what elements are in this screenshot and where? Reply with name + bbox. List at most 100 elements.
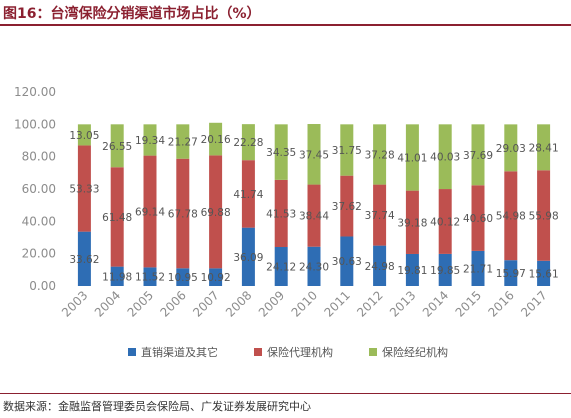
data-label: 10.95 xyxy=(168,272,198,284)
bar-agency-2006 xyxy=(176,158,190,269)
bar-agency-2005 xyxy=(143,155,157,268)
data-label: 20.16 xyxy=(201,134,231,146)
data-label: 30.63 xyxy=(332,256,362,268)
legend-broker-swatch xyxy=(369,348,377,356)
y-tick-label: 100.00 xyxy=(14,117,56,131)
x-tick-label: 2008 xyxy=(223,288,254,319)
y-axis: 0.00 20.00 40.00 60.00 80.00 100.00 120.00 xyxy=(14,85,56,293)
bar-direct-2005 xyxy=(143,267,157,286)
data-label: 37.69 xyxy=(463,150,493,162)
bar-agency-2013 xyxy=(405,190,419,254)
bar-direct-2003 xyxy=(77,231,91,286)
bar-agency-2010 xyxy=(307,184,321,247)
bar-agency-2011 xyxy=(340,175,354,237)
x-tick-label: 2003 xyxy=(59,288,90,319)
x-axis: 2003 2004 2005 2006 2007 2008 2009 2010 2011 2012… xyxy=(59,288,550,319)
bar-marks xyxy=(77,122,551,286)
data-label: 22.28 xyxy=(233,137,263,149)
bar-agency-2014 xyxy=(438,189,452,254)
bar-broker-2014 xyxy=(438,124,452,190)
data-label: 69.14 xyxy=(135,206,165,218)
x-tick-label: 2005 xyxy=(125,288,156,319)
data-label: 21.27 xyxy=(168,137,198,149)
bar-broker-2009 xyxy=(274,124,288,180)
data-label: 40.12 xyxy=(430,216,460,228)
data-label: 15.61 xyxy=(529,268,559,280)
data-label: 39.18 xyxy=(397,217,427,229)
source-note: 数据来源：金融监督管理委员会保险局、广发证券发展研究中心 xyxy=(3,400,311,413)
legend-agency-swatch xyxy=(254,348,262,356)
bar-agency-2003 xyxy=(77,145,91,232)
bar-broker-2006 xyxy=(176,124,190,159)
data-label: 53.33 xyxy=(69,184,99,196)
data-label: 37.74 xyxy=(365,210,395,222)
data-label: 41.53 xyxy=(266,208,296,220)
legend-direct-label: 直销渠道及其它 xyxy=(141,345,218,359)
data-label: 38.44 xyxy=(299,211,329,223)
y-tick-label: 20.00 xyxy=(22,247,56,261)
bar-direct-2004 xyxy=(110,266,124,286)
data-label: 54.98 xyxy=(496,211,526,223)
bar-agency-2012 xyxy=(373,184,387,246)
x-tick-label: 2015 xyxy=(453,288,484,319)
bar-broker-2003 xyxy=(77,124,91,146)
x-tick-label: 2009 xyxy=(256,288,287,319)
data-label: 55.98 xyxy=(529,211,559,223)
data-label: 41.01 xyxy=(397,152,427,164)
bar-broker-2013 xyxy=(405,124,419,191)
x-tick-label: 2004 xyxy=(92,288,123,319)
x-tick-label: 2017 xyxy=(518,288,549,319)
data-label: 40.60 xyxy=(463,213,493,225)
data-label: 37.45 xyxy=(299,149,329,161)
y-tick-label: 0.00 xyxy=(29,279,56,293)
bar-broker-2005 xyxy=(143,124,157,156)
data-label: 24.30 xyxy=(299,261,329,273)
bar-direct-2008 xyxy=(241,227,255,286)
bar-direct-2006 xyxy=(176,268,190,286)
y-tick-label: 40.00 xyxy=(22,214,56,228)
legend-direct-swatch xyxy=(128,348,136,356)
bar-direct-2009 xyxy=(274,247,288,286)
bar-broker-2004 xyxy=(110,124,124,168)
data-label: 10.92 xyxy=(201,272,231,284)
bar-agency-2004 xyxy=(110,167,124,267)
data-label: 26.55 xyxy=(102,141,132,153)
data-label: 28.41 xyxy=(529,142,559,154)
data-label: 21.71 xyxy=(463,263,493,275)
x-tick-label: 2014 xyxy=(420,288,451,319)
data-labels: 33.62 53.33 13.05 11.98 61.48 26.55 11.52 69.14… xyxy=(69,130,558,284)
data-label: 33.62 xyxy=(69,254,99,266)
data-label: 19.81 xyxy=(397,265,427,277)
bar-agency-2015 xyxy=(471,185,485,251)
data-label: 37.62 xyxy=(332,201,362,213)
x-tick-label: 2010 xyxy=(289,288,320,319)
bar-agency-2017 xyxy=(537,170,551,261)
legend: 直销渠道及其它 保险代理机构 保险经纪机构 xyxy=(128,345,448,359)
data-label: 19.34 xyxy=(135,135,165,147)
figure-title: 图16：台湾保险分销渠道市场占比（%） xyxy=(3,6,261,22)
data-label: 29.03 xyxy=(496,143,526,155)
data-label: 37.28 xyxy=(365,149,395,161)
bar-direct-2015 xyxy=(471,250,485,286)
data-label: 24.98 xyxy=(365,261,395,273)
data-label: 61.48 xyxy=(102,212,132,224)
data-label: 15.97 xyxy=(496,268,526,280)
bar-direct-2010 xyxy=(307,246,321,286)
stacked-bar-chart: 0.00 20.00 40.00 60.00 80.00 100.00 120.00 33.… xyxy=(14,85,559,359)
bar-broker-2017 xyxy=(537,124,551,171)
legend-broker-label: 保险经纪机构 xyxy=(382,345,448,359)
data-label: 13.05 xyxy=(69,130,99,142)
data-label: 69.88 xyxy=(201,207,231,219)
legend-agency-label: 保险代理机构 xyxy=(267,345,333,359)
bar-direct-2014 xyxy=(438,253,452,286)
y-tick-label: 120.00 xyxy=(14,85,56,99)
data-label: 41.74 xyxy=(233,189,263,201)
data-label: 11.52 xyxy=(135,272,165,284)
bar-broker-2012 xyxy=(373,124,387,185)
bar-broker-2016 xyxy=(504,124,518,172)
data-label: 19.85 xyxy=(430,265,460,277)
title-divider xyxy=(0,24,571,26)
x-tick-label: 2011 xyxy=(321,288,352,319)
data-label: 67.78 xyxy=(168,209,198,221)
bar-broker-2011 xyxy=(340,124,354,176)
